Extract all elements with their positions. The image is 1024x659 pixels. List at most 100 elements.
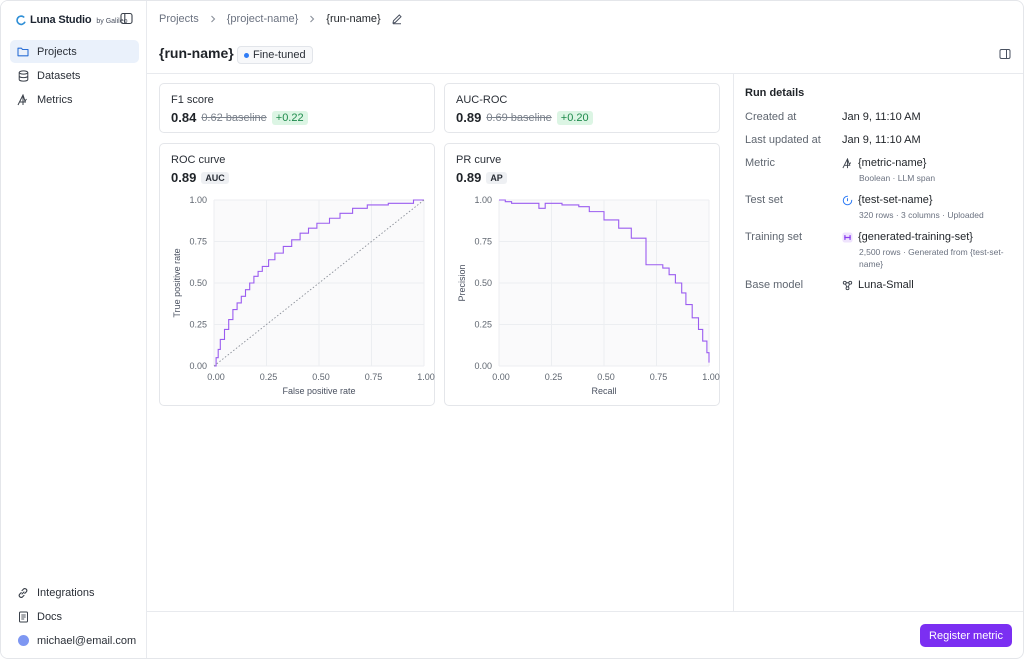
y-tick-label: 0.00 [474,361,492,371]
detail-label: Base model [745,279,804,291]
generated-set-icon [842,231,853,243]
detail-label: Last updated at [745,134,821,146]
x-tick-label: 0.75 [650,372,668,382]
card-label: AUC-ROC [456,94,508,106]
breadcrumb-run: {run-name} [326,13,381,25]
y-tick-label: 0.50 [474,278,492,288]
run-details-title: Run details [745,87,805,99]
y-axis-label: True positive rate [172,248,182,317]
model-icon [842,280,853,291]
metric-link[interactable]: {metric-name} [842,157,926,169]
x-axis-label: Recall [591,386,616,396]
f1-delta-badge: +0.22 [271,110,308,125]
created-at-value: Jan 9, 11:10 AM [842,111,921,123]
x-tick-label: 0.25 [545,372,563,382]
y-tick-label: 1.00 [189,195,207,205]
detail-label: Training set [745,231,803,243]
folder-icon [17,46,29,58]
x-axis-label: False positive rate [282,386,355,396]
x-tick-label: 0.75 [365,372,383,382]
chevron-right-icon [308,12,316,26]
y-tick-label: 0.25 [474,320,492,330]
card-label: PR curve [456,154,502,166]
updated-at-value: Jan 9, 11:10 AM [842,134,921,146]
breadcrumb-projects[interactable]: Projects [159,13,199,25]
side-panel-toggle-icon[interactable] [999,48,1013,62]
detail-label: Metric [745,157,775,169]
detail-label: Created at [745,111,797,123]
f1-score-card: F1 score 0.84 0.62 baseline +0.22 [159,83,435,133]
page-header: {run-name} Fine-tuned [147,37,1023,74]
auc-baseline: 0.69 baseline [486,111,552,124]
sidebar-item-datasets[interactable]: Datasets [10,64,139,87]
status-badge-label: Fine-tuned [253,49,306,61]
sidebar-item-label: Docs [37,610,63,623]
sidebar-item-metrics[interactable]: Metrics [10,88,139,111]
x-tick-label: 0.50 [312,372,330,382]
y-axis-label: Precision [457,264,467,301]
breadcrumb: Projects {project-name} {run-name} [147,1,1023,37]
series-line-0 [499,199,710,363]
test-set-name: {test-set-name} [858,194,933,206]
register-metric-button[interactable]: Register metric [920,624,1012,647]
metrics-icon [17,93,29,106]
brand-sub: by Galileo [96,17,128,25]
baseline-diagonal-line [213,199,425,367]
x-tick-label: 0.00 [207,372,225,382]
user-account-item[interactable]: michael@email.com [10,629,139,652]
database-icon [17,69,29,82]
y-tick-label: 0.50 [189,278,207,288]
x-tick-label: 1.00 [702,372,720,382]
page-title: {run-name} [159,45,234,61]
chevron-right-icon [209,12,217,26]
card-label: ROC curve [171,154,226,166]
base-model-value: Luna-Small [842,279,914,291]
upload-icon [842,195,853,206]
metrics-icon [842,157,853,169]
sidebar-collapse-icon[interactable] [120,12,134,26]
y-tick-label: 0.75 [189,237,207,247]
card-label: F1 score [171,94,214,106]
status-badge: Fine-tuned [237,46,313,64]
y-tick-label: 0.75 [474,237,492,247]
breadcrumb-project[interactable]: {project-name} [226,13,299,25]
sidebar-item-label: Datasets [37,69,81,82]
sidebar: Luna Studio by Galileo Projects Datasets… [1,1,147,658]
luna-logo-icon [15,14,26,26]
x-tick-label: 0.00 [492,372,510,382]
metric-name: {metric-name} [858,157,927,169]
x-tick-label: 1.00 [417,372,435,382]
auc-roc-card: AUC-ROC 0.89 0.69 baseline +0.20 [444,83,720,133]
pr-curve-card: PR curve 0.89 AP 0.00 0.25 0.50 0.75 1.00 0.0… [444,143,720,406]
roc-auc-value: 0.89 [171,170,197,185]
docs-icon [17,611,29,623]
ap-tag: AP [486,171,507,184]
pr-ap-value: 0.89 [456,170,482,185]
test-set-link[interactable]: {test-set-name} [842,194,933,206]
y-tick-label: 0.25 [189,320,207,330]
sidebar-item-label: Metrics [37,93,73,106]
training-set-sub: 2,500 rows · Generated from {test-set-na… [859,247,1004,269]
x-tick-label: 0.50 [597,372,615,382]
series-line-0 [214,199,424,367]
sidebar-item-label: Integrations [37,586,95,599]
training-set-link[interactable]: {generated-training-set} [842,231,973,243]
f1-value: 0.84 [171,110,197,125]
sidebar-item-docs[interactable]: Docs [10,605,139,628]
link-icon [17,587,29,599]
y-tick-label: 0.00 [189,361,207,371]
pencil-icon[interactable] [391,13,403,25]
detail-label: Test set [745,194,783,206]
sidebar-item-projects[interactable]: Projects [10,40,139,63]
sidebar-item-label: Projects [37,45,77,58]
test-set-sub: 320 rows · 3 columns · Uploaded [859,210,984,220]
sidebar-item-integrations[interactable]: Integrations [10,581,139,604]
brand-logo: Luna Studio by Galileo [15,11,128,29]
f1-baseline: 0.62 baseline [201,111,267,124]
status-dot [244,52,249,58]
y-tick-label: 1.00 [474,195,492,205]
user-email: michael@email.com [37,634,137,647]
run-details-panel: Run details Created at Jan 9, 11:10 AM L… [733,74,1023,611]
auc-value: 0.89 [456,110,482,125]
